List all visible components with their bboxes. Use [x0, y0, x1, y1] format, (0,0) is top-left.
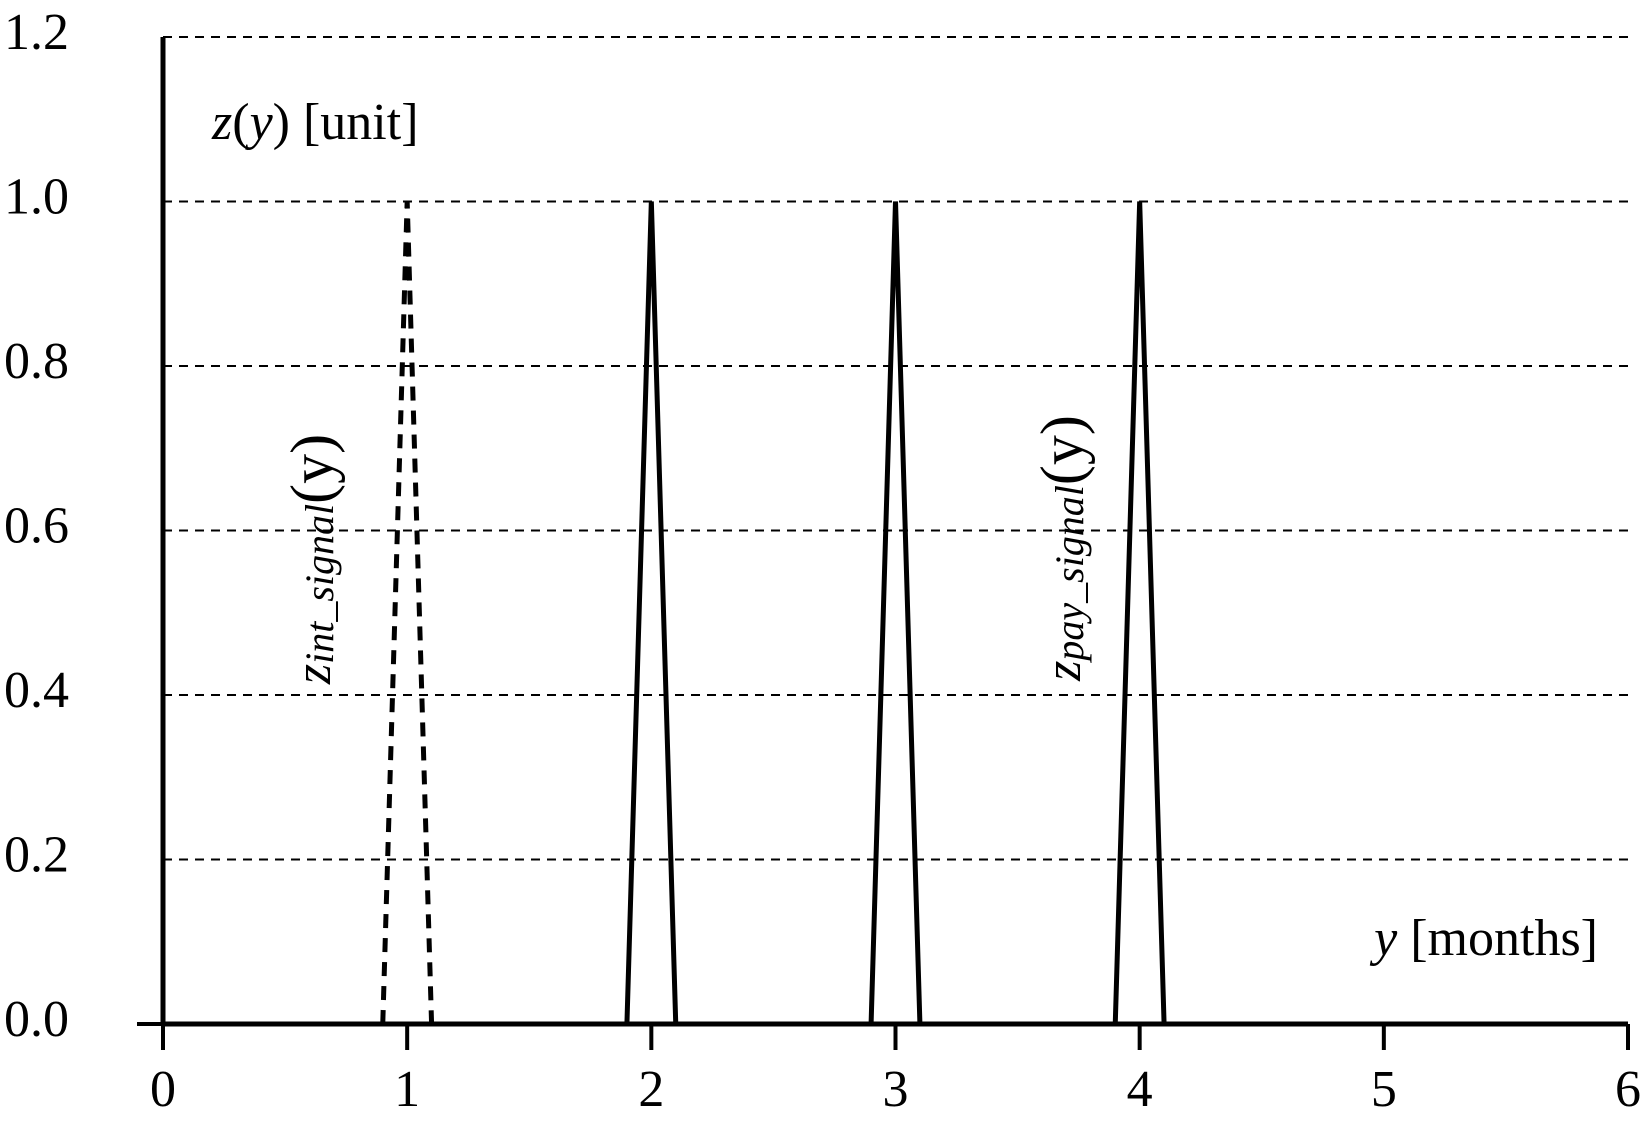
y-label-part: ( [232, 94, 249, 151]
y-tick-label: 1.0 [4, 168, 69, 225]
x-axis-label: y [months] [1369, 910, 1598, 967]
y-label-part: ) [unit] [273, 94, 419, 151]
x-tick-label: 3 [883, 1061, 909, 1118]
annotation: zint_signal(y) [279, 434, 345, 685]
y-label-part: y [245, 94, 274, 151]
x-tick-label: 4 [1127, 1061, 1153, 1118]
x-label-part: y [1369, 910, 1398, 967]
annotation-part: z [1035, 661, 1092, 682]
x-tick-label: 2 [638, 1061, 664, 1118]
line-series [868, 201, 923, 1025]
y-tick-label: 0.0 [4, 991, 69, 1048]
line-series [1112, 201, 1167, 1025]
y-tick-label: 0.6 [4, 497, 69, 554]
y-tick-label: 0.4 [4, 662, 69, 719]
x-tick-label: 6 [1615, 1061, 1641, 1118]
annotation-part: (y) [279, 434, 345, 504]
y-axis-label: z(y) [unit] [211, 94, 419, 151]
annotation: zpay_signal(y) [1029, 415, 1095, 682]
line-series [624, 201, 679, 1025]
annotation-part: (y) [1029, 415, 1095, 485]
annotation-part: z [285, 664, 342, 685]
line-series [380, 201, 435, 1025]
y-tick-label: 1.2 [4, 4, 69, 61]
x-tick-label: 1 [394, 1061, 420, 1118]
y-tick-label: 0.2 [4, 826, 69, 883]
y-label-part: z [211, 94, 232, 151]
x-tick-label: 0 [150, 1061, 176, 1118]
y-tick-label: 0.8 [4, 333, 69, 390]
x-label-part: [months] [1397, 910, 1598, 967]
annotation-part: pay_signal [1047, 485, 1092, 664]
annotation-part: int_signal [297, 504, 342, 664]
x-tick-label: 5 [1371, 1061, 1397, 1118]
